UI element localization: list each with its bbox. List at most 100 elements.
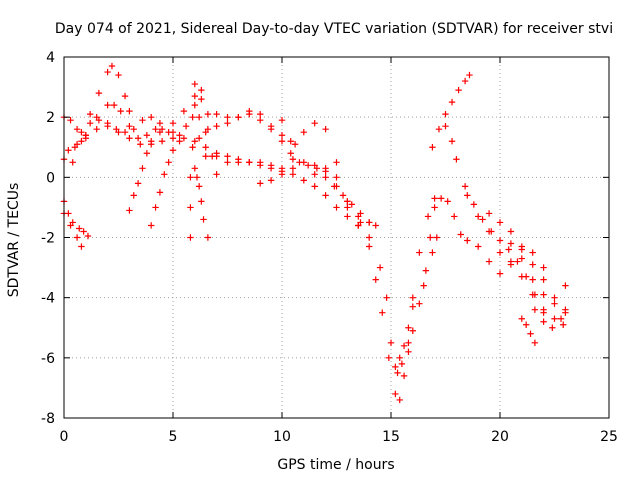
- data-point: [311, 162, 318, 169]
- data-point: [95, 116, 103, 124]
- data-point: [529, 291, 536, 298]
- data-point: [224, 153, 231, 160]
- data-point: [278, 116, 286, 124]
- data-point: [372, 222, 379, 229]
- data-point: [267, 177, 275, 184]
- data-point: [529, 276, 536, 283]
- data-point: [437, 195, 445, 202]
- data-point: [551, 300, 558, 307]
- data-point: [339, 192, 347, 199]
- data-point: [152, 204, 159, 211]
- data-point: [392, 363, 399, 371]
- y-tick-label: -8: [41, 411, 55, 427]
- data-point: [429, 144, 436, 151]
- data-point: [126, 107, 133, 115]
- data-point: [400, 342, 408, 349]
- series-arc-16: [202, 150, 286, 175]
- data-point: [169, 129, 177, 136]
- data-point: [80, 228, 87, 235]
- data-point: [518, 273, 525, 280]
- data-point: [348, 201, 355, 208]
- data-point: [110, 101, 118, 109]
- data-point: [191, 92, 198, 100]
- data-point: [189, 144, 196, 151]
- series-arc-6: [69, 62, 133, 166]
- data-point: [200, 216, 207, 223]
- data-point: [557, 315, 565, 322]
- data-point: [442, 122, 449, 130]
- series-arc-17: [198, 95, 220, 178]
- data-point: [198, 86, 205, 94]
- data-point: [385, 354, 393, 362]
- data-point: [126, 207, 133, 214]
- data-point: [235, 113, 242, 121]
- data-point: [427, 234, 434, 241]
- data-point: [202, 144, 209, 151]
- data-point: [485, 228, 493, 235]
- data-point: [549, 324, 556, 331]
- data-point: [117, 107, 124, 115]
- data-point: [396, 354, 403, 362]
- data-point: [115, 71, 122, 79]
- data-point: [195, 135, 203, 142]
- data-point: [464, 192, 471, 199]
- data-point: [213, 110, 220, 118]
- data-point: [113, 126, 120, 133]
- data-point: [461, 183, 469, 190]
- data-point: [148, 222, 155, 229]
- data-point: [86, 110, 94, 118]
- data-point: [527, 330, 534, 337]
- data-point: [148, 138, 155, 145]
- series-arc-23: [420, 195, 471, 289]
- data-point: [182, 122, 190, 130]
- data-point: [289, 165, 297, 172]
- data-point: [130, 192, 137, 199]
- x-tick-label: 5: [169, 429, 178, 445]
- data-point: [448, 138, 456, 145]
- series-arc-12: [187, 80, 198, 241]
- data-point: [479, 216, 486, 223]
- data-point: [322, 165, 329, 172]
- data-point: [121, 129, 129, 136]
- series-arc-19: [257, 159, 351, 211]
- data-point: [86, 119, 94, 127]
- data-point: [126, 122, 133, 130]
- data-point: [392, 390, 399, 398]
- data-point: [344, 198, 351, 205]
- data-point: [398, 360, 406, 368]
- data-point: [416, 249, 423, 256]
- data-point: [376, 264, 384, 271]
- data-point: [180, 107, 188, 115]
- data-point: [73, 141, 81, 148]
- data-point: [95, 89, 103, 97]
- data-point: [372, 276, 379, 283]
- series-arc-21: [357, 219, 416, 404]
- data-point: [213, 171, 220, 178]
- data-point: [104, 119, 111, 127]
- data-point: [304, 162, 312, 169]
- data-point: [396, 396, 403, 404]
- data-point: [169, 135, 177, 142]
- series-arc-28: [475, 243, 547, 277]
- series-arc-13: [191, 165, 212, 241]
- axis-ticks: [63, 56, 610, 419]
- data-point: [134, 180, 142, 187]
- data-point: [366, 234, 373, 241]
- data-point: [191, 165, 198, 172]
- data-point: [300, 177, 307, 184]
- y-tick-label: 4: [46, 50, 55, 66]
- data-point: [156, 189, 164, 196]
- data-point: [204, 110, 212, 118]
- data-point: [366, 219, 373, 226]
- data-point: [93, 126, 100, 133]
- x-axis-label: GPS time / hours: [277, 457, 394, 473]
- data-point: [152, 126, 159, 133]
- data-point: [466, 71, 473, 79]
- data-point: [562, 282, 569, 289]
- data-point: [158, 126, 166, 133]
- data-point: [496, 249, 504, 256]
- data-point: [224, 119, 231, 127]
- data-point: [165, 159, 172, 166]
- data-point: [189, 113, 196, 121]
